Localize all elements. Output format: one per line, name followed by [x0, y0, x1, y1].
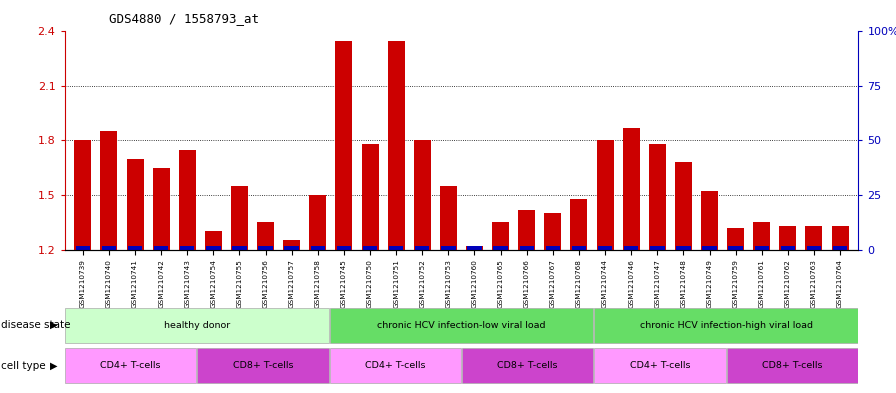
Bar: [440, 186, 457, 250]
Bar: [363, 246, 377, 250]
Text: chronic HCV infection-low viral load: chronic HCV infection-low viral load: [377, 321, 546, 330]
Bar: [74, 140, 91, 250]
Text: CD4+ T-cells: CD4+ T-cells: [100, 361, 161, 370]
Bar: [833, 246, 848, 250]
Bar: [462, 348, 593, 383]
Text: CD4+ T-cells: CD4+ T-cells: [365, 361, 426, 370]
Bar: [676, 246, 691, 250]
Bar: [494, 246, 508, 250]
Bar: [806, 246, 822, 250]
Bar: [283, 241, 300, 250]
Bar: [649, 144, 666, 250]
Text: CD4+ T-cells: CD4+ T-cells: [630, 361, 690, 370]
Bar: [100, 131, 117, 250]
Bar: [728, 228, 744, 250]
Bar: [362, 144, 378, 250]
Bar: [468, 246, 482, 250]
Bar: [337, 246, 351, 250]
Text: CD8+ T-cells: CD8+ T-cells: [497, 361, 558, 370]
Text: CD8+ T-cells: CD8+ T-cells: [233, 361, 293, 370]
Text: ▶: ▶: [50, 320, 57, 330]
Text: healthy donor: healthy donor: [164, 321, 230, 330]
Bar: [754, 222, 771, 250]
Bar: [598, 246, 612, 250]
Bar: [335, 40, 352, 250]
Bar: [594, 308, 857, 343]
Bar: [206, 246, 220, 250]
Bar: [389, 246, 403, 250]
Bar: [128, 246, 142, 250]
Bar: [388, 40, 405, 250]
Bar: [571, 198, 588, 250]
Bar: [205, 231, 222, 250]
Bar: [126, 159, 143, 250]
Bar: [258, 246, 272, 250]
Bar: [702, 246, 717, 250]
Bar: [546, 246, 560, 250]
Bar: [780, 226, 797, 250]
Bar: [232, 246, 246, 250]
Bar: [285, 246, 299, 250]
Bar: [197, 348, 329, 383]
Bar: [701, 191, 718, 250]
Bar: [330, 348, 461, 383]
Bar: [257, 222, 274, 250]
Bar: [806, 226, 823, 250]
Bar: [675, 162, 692, 250]
Bar: [414, 140, 431, 250]
Bar: [831, 226, 849, 250]
Bar: [623, 128, 640, 250]
Bar: [330, 308, 593, 343]
Bar: [65, 308, 329, 343]
Text: chronic HCV infection-high viral load: chronic HCV infection-high viral load: [640, 321, 813, 330]
Text: disease state: disease state: [1, 320, 71, 330]
Bar: [466, 246, 483, 250]
Bar: [415, 246, 429, 250]
Text: ▶: ▶: [50, 361, 57, 371]
Bar: [65, 348, 196, 383]
Bar: [545, 213, 561, 250]
Bar: [492, 222, 509, 250]
Bar: [624, 246, 638, 250]
Bar: [650, 246, 665, 250]
Bar: [728, 246, 743, 250]
Bar: [152, 168, 169, 250]
Text: cell type: cell type: [1, 361, 46, 371]
Bar: [780, 246, 795, 250]
Bar: [311, 246, 325, 250]
Bar: [309, 195, 326, 250]
Bar: [154, 246, 168, 250]
Bar: [441, 246, 455, 250]
Bar: [180, 246, 194, 250]
Bar: [231, 186, 248, 250]
Bar: [727, 348, 857, 383]
Bar: [179, 150, 195, 250]
Text: GDS4880 / 1558793_at: GDS4880 / 1558793_at: [109, 12, 259, 25]
Bar: [518, 209, 535, 250]
Bar: [594, 348, 726, 383]
Bar: [520, 246, 534, 250]
Text: CD8+ T-cells: CD8+ T-cells: [762, 361, 823, 370]
Bar: [75, 246, 90, 250]
Bar: [572, 246, 586, 250]
Bar: [101, 246, 116, 250]
Bar: [754, 246, 769, 250]
Bar: [597, 140, 614, 250]
